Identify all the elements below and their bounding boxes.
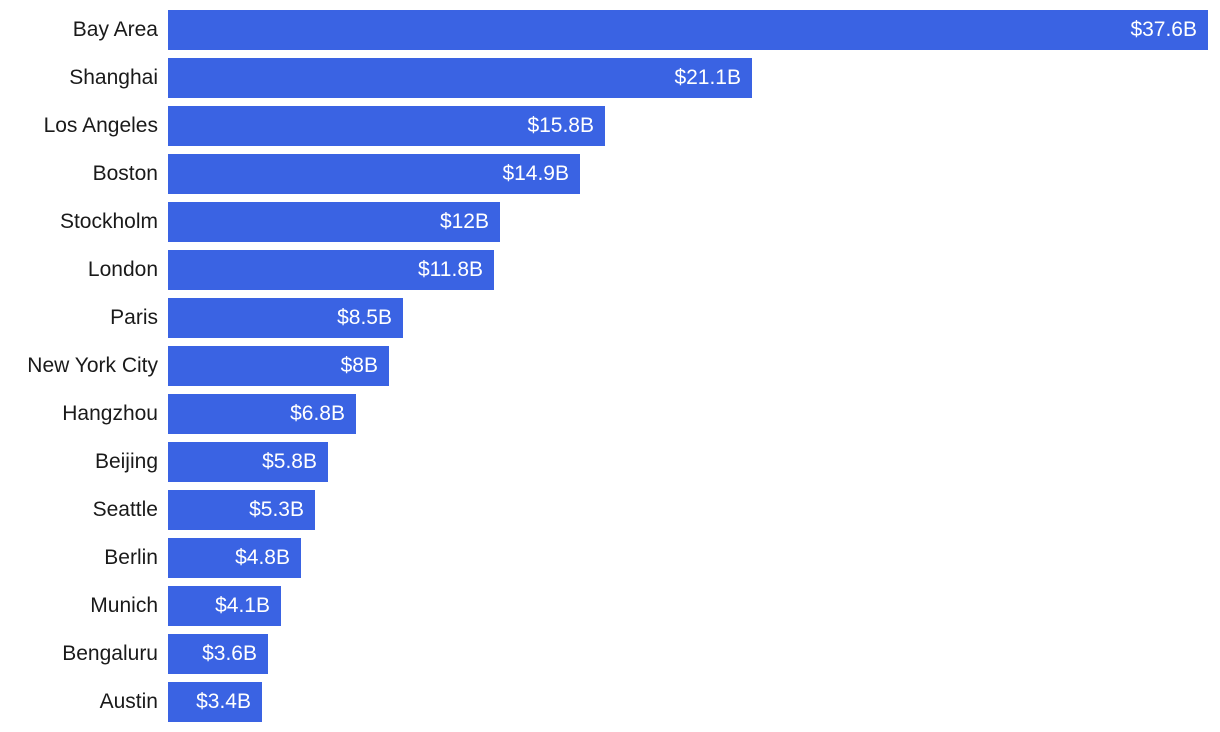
bar-row: Shanghai $21.1B <box>0 58 1220 98</box>
data-label: $8.5B <box>337 306 392 329</box>
category-label: Seattle <box>92 498 158 521</box>
bar: $4.1B <box>168 586 281 626</box>
data-label: $5.8B <box>262 450 317 473</box>
bar: $8.5B <box>168 298 403 338</box>
data-label: $3.4B <box>196 690 251 713</box>
bar: $6.8B <box>168 394 356 434</box>
bar-row: Hangzhou $6.8B <box>0 394 1220 434</box>
category-label: London <box>87 258 158 281</box>
bar: $14.9B <box>168 154 580 194</box>
category-label: New York City <box>27 354 158 377</box>
bar-row: London $11.8B <box>0 250 1220 290</box>
data-label: $6.8B <box>290 402 345 425</box>
category-label: Austin <box>99 690 158 713</box>
data-label: $5.3B <box>249 498 304 521</box>
data-label: $4.8B <box>235 546 290 569</box>
category-label: Beijing <box>94 450 158 473</box>
bar-row: Austin $3.4B <box>0 682 1220 722</box>
data-label: $3.6B <box>202 642 257 665</box>
category-label: Boston <box>92 162 158 185</box>
bar: $5.8B <box>168 442 328 482</box>
bar: $21.1B <box>168 58 752 98</box>
data-label: $37.6B <box>1130 18 1197 41</box>
bar-row: Boston $14.9B <box>0 154 1220 194</box>
category-label: Stockholm <box>59 210 158 233</box>
category-label: Berlin <box>104 546 158 569</box>
bar-row: Seattle $5.3B <box>0 490 1220 530</box>
data-label: $15.8B <box>527 114 594 137</box>
category-label: Bengaluru <box>62 642 158 665</box>
data-label: $14.9B <box>502 162 569 185</box>
bar: $37.6B <box>168 10 1208 50</box>
bar: $4.8B <box>168 538 301 578</box>
data-label: $8B <box>340 354 378 377</box>
data-label: $11.8B <box>418 258 483 281</box>
bar-row: Beijing $5.8B <box>0 442 1220 482</box>
bar-row: Stockholm $12B <box>0 202 1220 242</box>
category-label: Munich <box>90 594 158 617</box>
category-label: Los Angeles <box>43 114 158 137</box>
bar: $3.6B <box>168 634 268 674</box>
bar-row: Bay Area $37.6B <box>0 10 1220 50</box>
category-label: Bay Area <box>72 18 158 41</box>
bar-row: Los Angeles $15.8B <box>0 106 1220 146</box>
bar-row: Paris $8.5B <box>0 298 1220 338</box>
bar: $5.3B <box>168 490 315 530</box>
data-label: $21.1B <box>674 66 741 89</box>
bar: $11.8B <box>168 250 494 290</box>
bar-row: Bengaluru $3.6B <box>0 634 1220 674</box>
bar-row: New York City $8B <box>0 346 1220 386</box>
bar-row: Berlin $4.8B <box>0 538 1220 578</box>
data-label: $12B <box>439 210 489 233</box>
category-label: Paris <box>110 306 158 329</box>
bar: $15.8B <box>168 106 605 146</box>
bar: $12B <box>168 202 500 242</box>
bar: $3.4B <box>168 682 262 722</box>
category-label: Hangzhou <box>62 402 158 425</box>
bar: $8B <box>168 346 389 386</box>
category-label: Shanghai <box>69 66 158 89</box>
bar-row: Munich $4.1B <box>0 586 1220 626</box>
data-label: $4.1B <box>215 594 270 617</box>
